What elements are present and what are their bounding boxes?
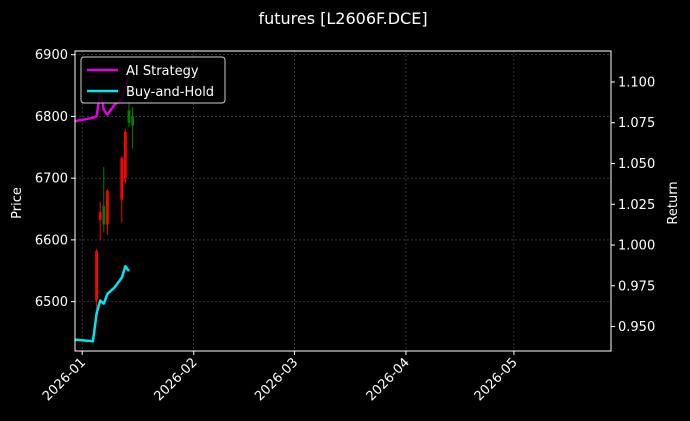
candle-body (123, 131, 127, 179)
y-left-tick-label: 6600 (35, 233, 68, 248)
candlesticks (95, 76, 134, 310)
legend: AI Strategy Buy-and-Hold (80, 56, 226, 104)
y-axis-right: 0.950 0.975 1.000 1.025 1.050 1.075 1.100 (611, 75, 655, 335)
y-left-tick-label: 6700 (35, 172, 68, 187)
y-axis-left-label: Price (10, 187, 25, 219)
candle-body (102, 205, 106, 225)
y-right-tick-label: 1.025 (618, 198, 655, 213)
candle-body (95, 251, 98, 301)
y-right-tick-label: 1.000 (618, 239, 655, 254)
y-left-tick-label: 6800 (35, 110, 68, 125)
y-left-tick-label: 6500 (35, 295, 68, 310)
y-right-tick-label: 0.975 (618, 279, 655, 294)
y-right-tick-label: 0.950 (618, 320, 655, 335)
candle-body (131, 116, 134, 126)
y-axis-left: 6500 6600 6700 6800 6900 (35, 48, 75, 310)
grid (75, 51, 611, 351)
y-left-tick-label: 6900 (35, 48, 68, 63)
y-right-tick-label: 1.100 (618, 75, 655, 90)
plot-frame (74, 50, 612, 352)
legend-label-ai-strategy: AI Strategy (126, 64, 199, 79)
series-line-buy-and-hold (74, 264, 131, 343)
candle-body (120, 157, 124, 200)
legend-label-buy-and-hold: Buy-and-Hold (126, 85, 214, 100)
y-right-tick-label: 1.075 (618, 116, 655, 131)
candle-body (105, 190, 109, 225)
chart-title: futures [L2606F.DCE] (258, 9, 427, 28)
y-axis-right-label: Return (666, 181, 681, 224)
y-right-tick-label: 1.050 (618, 157, 655, 172)
candle-body (127, 110, 131, 123)
candle-body (98, 212, 102, 221)
